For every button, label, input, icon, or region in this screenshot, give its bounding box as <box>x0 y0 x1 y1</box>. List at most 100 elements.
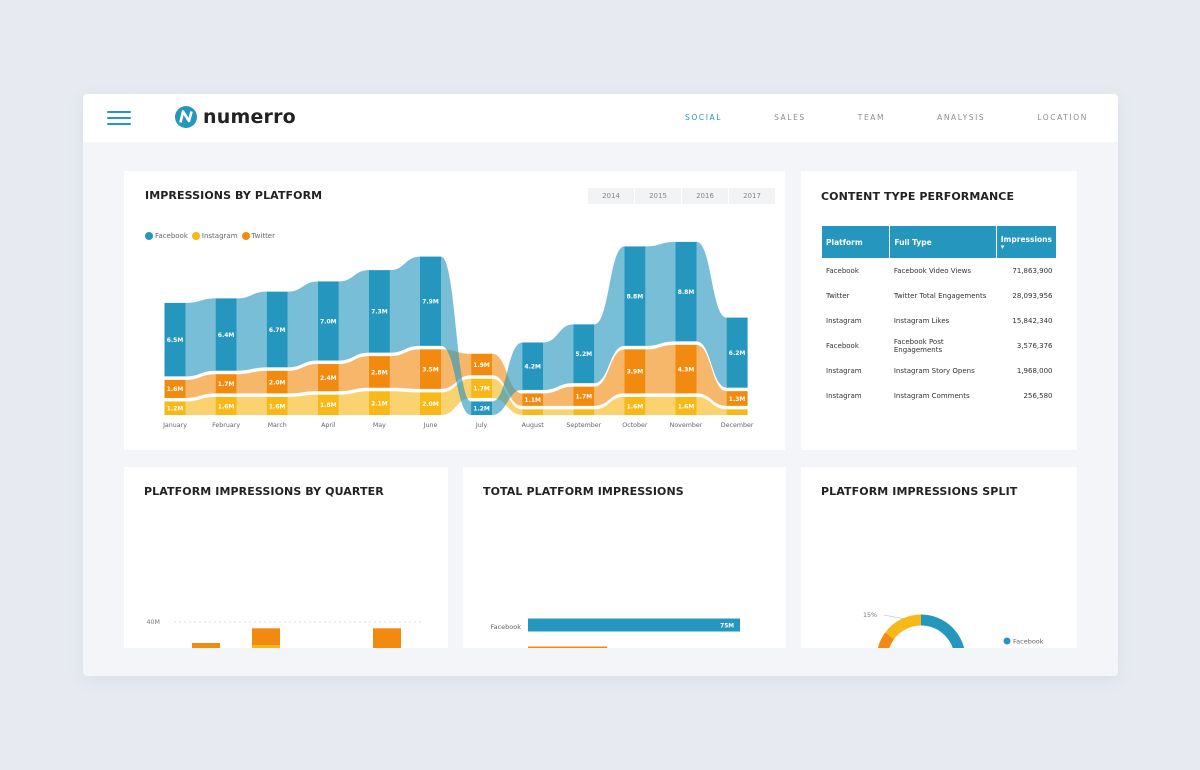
bar-instagram[interactable] <box>164 401 186 415</box>
brand-logo[interactable]: numerro <box>175 106 296 128</box>
ribbon-tw <box>185 374 216 398</box>
bar-facebook[interactable] <box>528 618 740 632</box>
bar-twitter[interactable] <box>164 379 186 398</box>
bar-instagram[interactable] <box>215 396 237 415</box>
bar-facebook[interactable] <box>726 317 748 388</box>
cell-impressions: 28,093,956 <box>1012 291 1053 300</box>
year-tab-2017[interactable]: 2017 <box>729 188 775 204</box>
bar-facebook[interactable] <box>317 281 339 361</box>
bar-twitter[interactable] <box>471 353 493 376</box>
nav-item-team[interactable]: TEAM <box>857 113 886 122</box>
legend-item-facebook[interactable]: Facebook <box>145 232 188 240</box>
bar-instagram[interactable] <box>252 645 280 648</box>
bar-facebook[interactable] <box>164 302 186 377</box>
legend-item-twitter[interactable]: Twitter <box>241 232 275 240</box>
card-title: TOTAL PLATFORM IMPRESSIONS <box>483 485 684 498</box>
bar-facebook[interactable] <box>266 291 288 368</box>
bar-twitter[interactable] <box>368 356 390 388</box>
legend-label: Facebook <box>155 232 188 240</box>
nav-item-location[interactable]: LOCATION <box>1037 113 1088 122</box>
data-label: 1.1M <box>524 397 541 404</box>
bar-twitter[interactable] <box>215 374 237 394</box>
bar-instagram[interactable] <box>471 378 493 398</box>
cell-full-type: Instagram Likes <box>893 316 950 325</box>
legend-label: Instagram <box>201 232 238 240</box>
bar-twitter[interactable] <box>252 628 280 646</box>
table-row[interactable]: Instagram Instagram Story Opens 1,968,000 <box>822 358 1057 383</box>
year-tab-2016[interactable]: 2016 <box>682 188 728 204</box>
slice-instagram[interactable] <box>876 614 966 648</box>
nav-item-social[interactable]: SOCIAL <box>685 113 723 122</box>
bar-facebook[interactable] <box>522 342 544 390</box>
data-label: 1.6M <box>678 403 695 410</box>
legend-item-instagram[interactable]: Instagram <box>191 232 238 240</box>
bar-facebook[interactable] <box>624 246 646 346</box>
ribbon-ig <box>594 396 625 415</box>
data-label: 8.8M <box>627 293 644 300</box>
x-tick-label: March <box>268 422 287 429</box>
bar-facebook[interactable] <box>368 270 390 353</box>
bar-instagram[interactable] <box>726 409 748 415</box>
data-label: 7.3M <box>371 309 388 316</box>
bar-instagram[interactable] <box>266 396 288 415</box>
bar-facebook[interactable] <box>573 324 595 384</box>
cell-platform: Instagram <box>826 316 862 325</box>
data-label: 6.4M <box>218 332 235 339</box>
column-header-platform[interactable]: Platform <box>822 226 891 258</box>
table-row[interactable]: Instagram Instagram Likes 15,842,340 <box>822 308 1057 333</box>
nav-item-sales[interactable]: SALES <box>774 113 806 122</box>
cell-platform: Instagram <box>826 391 862 400</box>
bar-twitter[interactable] <box>726 391 748 406</box>
sort-desc-icon[interactable]: ▾ <box>1000 242 1005 251</box>
bar-instagram[interactable] <box>368 391 390 415</box>
year-tab-2015[interactable]: 2015 <box>635 188 681 204</box>
bar-twitter[interactable] <box>317 364 339 392</box>
bar-facebook[interactable] <box>215 298 237 371</box>
ribbon-tw <box>338 356 369 392</box>
nav-item-analysis[interactable]: ANALYSIS <box>937 113 986 122</box>
bar-instagram[interactable] <box>675 396 697 415</box>
value-label-instagram: 15% <box>863 612 877 619</box>
year-tab-2014[interactable]: 2014 <box>588 188 634 204</box>
table-row[interactable]: Instagram Instagram Comments 256,580 <box>822 383 1057 408</box>
bar-twitter[interactable] <box>420 349 441 389</box>
bar-twitter[interactable] <box>624 349 646 394</box>
data-label: 1.6M <box>167 386 184 393</box>
bar-instagram[interactable] <box>624 396 646 415</box>
bar-twitter[interactable] <box>675 344 697 394</box>
column-header-impressions[interactable]: Impressions ▾ <box>996 226 1058 258</box>
bar-twitter[interactable] <box>573 386 595 406</box>
bar-twitter[interactable] <box>522 393 544 406</box>
total-impressions-bar-chart: Facebook75MTwitter28MInstagram18M0M50M <box>490 618 740 649</box>
data-label: 2.0M <box>269 379 286 386</box>
main-nav: SOCIAL SALES TEAM ANALYSIS LOCATION <box>633 113 1088 122</box>
bar-facebook[interactable] <box>471 401 493 415</box>
data-label: 4.3M <box>678 366 695 373</box>
data-label: 6.7M <box>269 327 286 334</box>
top-navigation-bar: numerro SOCIAL SALES TEAM ANALYSIS LOCATION <box>83 94 1118 142</box>
cell-platform: Instagram <box>826 366 862 375</box>
x-tick-label: December <box>721 422 754 429</box>
bar-twitter[interactable] <box>192 643 220 648</box>
bar-instagram[interactable] <box>420 392 441 415</box>
bar-twitter[interactable] <box>266 370 288 394</box>
table-row[interactable]: Facebook Facebook Video Views 71,863,900 <box>822 258 1057 283</box>
bar-instagram[interactable] <box>573 409 595 415</box>
data-label: 1.7M <box>575 394 592 401</box>
bar-facebook[interactable] <box>675 241 697 342</box>
ribbon-fb <box>338 270 369 361</box>
table-row[interactable]: Twitter Twitter Total Engagements 28,093,9… <box>822 283 1057 308</box>
bar-facebook[interactable] <box>420 256 441 346</box>
data-label: 6.5M <box>167 337 184 344</box>
hamburger-menu-icon[interactable] <box>107 111 131 125</box>
column-header-label: Platform <box>826 237 863 247</box>
legend-item-facebook[interactable]: Facebook <box>1003 637 1044 646</box>
table-row[interactable]: Facebook Facebook Post Engagements 3,576,3… <box>822 333 1057 358</box>
data-label: 5.2M <box>575 351 592 358</box>
bar-instagram[interactable] <box>317 394 339 415</box>
bar-instagram[interactable] <box>522 409 544 415</box>
bar-twitter[interactable] <box>373 628 401 648</box>
bar-twitter[interactable] <box>528 646 608 649</box>
column-header-full-type[interactable]: Full Type <box>889 226 997 258</box>
ribbon-tw <box>594 349 625 406</box>
